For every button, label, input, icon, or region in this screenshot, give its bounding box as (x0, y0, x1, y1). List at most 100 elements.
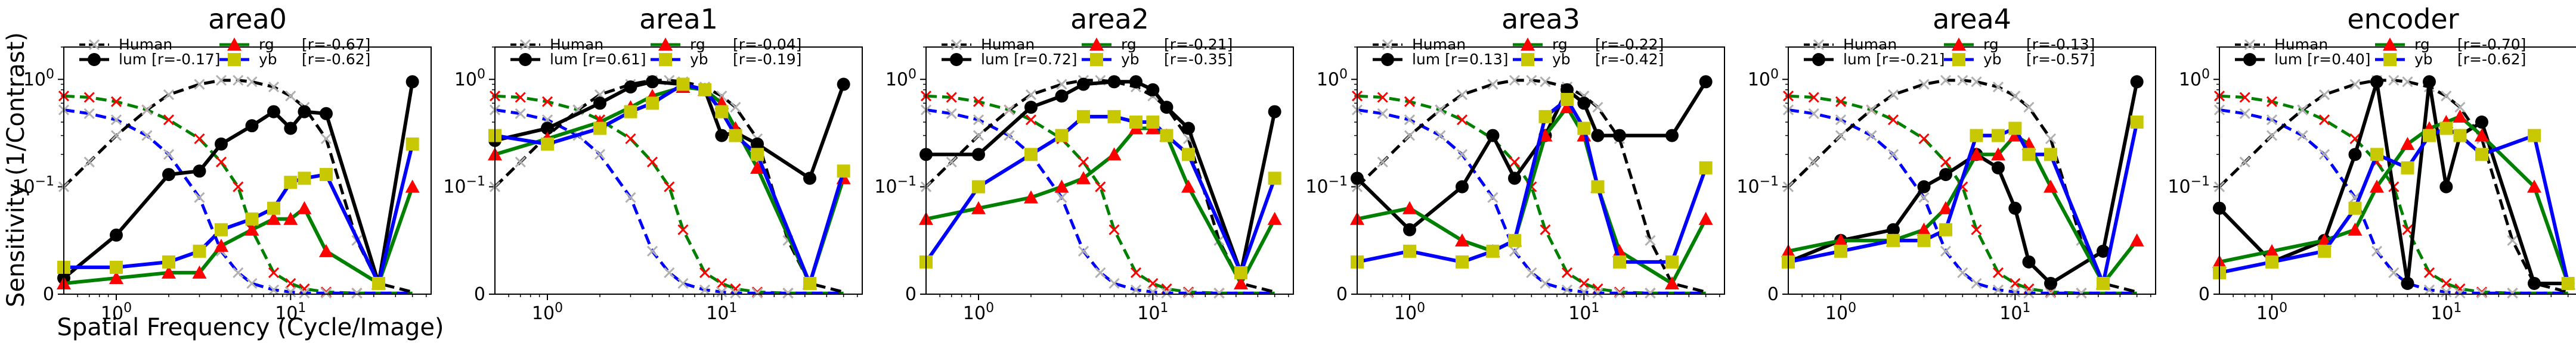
human-yb-marker-area0-8 (246, 277, 258, 289)
human-rg-marker-encoder-8-stroke-b (2402, 224, 2413, 235)
legend-rg-label-area3: rg (1552, 36, 1568, 53)
human-yb-curve-area0 (64, 108, 413, 294)
human-rg-marker-area0-1 (83, 92, 95, 103)
rg-marker-area0-2 (162, 265, 176, 279)
legend-lum-label-area4: lum [r=-0.21] (1843, 51, 1945, 68)
lum-marker-area3-8 (1591, 129, 1605, 142)
rg-marker-area0-9 (319, 244, 333, 257)
ytick-label-area4-0.1: 10−1 (1736, 174, 1779, 198)
human-yb-marker-area4-8-stroke-b (1971, 277, 1982, 289)
ytick-label-area2-0.1: 10−1 (874, 174, 917, 198)
lum-marker-area1-4 (646, 75, 659, 89)
human-rg-marker-area0-2-stroke-b (110, 96, 122, 107)
human-rg-marker-area2-10-stroke-b (1147, 277, 1159, 289)
human-rg-marker-area1-5-stroke-b (625, 133, 636, 145)
lum-marker-area1-3 (624, 80, 637, 94)
human-rg-marker-area4-2-stroke-b (1835, 96, 1847, 107)
legend-rg-marker-area3 (1521, 38, 1535, 51)
rg-marker-area0-8 (297, 201, 312, 214)
legend-lum-marker-area3 (1381, 53, 1394, 66)
human-yb-marker-area1-13 (782, 288, 794, 299)
human-lum-marker-area4-10 (2010, 91, 2021, 102)
human-yb-marker-area0-2-stroke-b (110, 114, 122, 126)
human-rg-marker-area4-4 (1887, 114, 1899, 126)
legend-yb-marker-area1 (659, 53, 672, 66)
legend-rg-r-area1: [r=-0.04] (733, 36, 801, 53)
human-lum-marker-area0-9 (268, 81, 280, 93)
human-rg-marker-encoder-9-stroke-b (2423, 267, 2435, 278)
human-yb-marker-area4-8 (1971, 277, 1982, 289)
human-rg-marker-area3-1-stroke-b (1377, 92, 1388, 103)
human-lum-marker-area3-6-stroke-b (1509, 74, 1521, 86)
human-yb-curve-area3 (1357, 108, 1706, 294)
human-rg-marker-encoder-10 (2441, 277, 2452, 289)
human-rg-marker-area0-7-stroke-b (233, 181, 244, 192)
human-lum-marker-area4-3-stroke-b (1866, 104, 1877, 116)
legend-lum-marker-area0 (88, 53, 101, 66)
human-rg-marker-area0-6 (215, 157, 227, 168)
legend-yb-marker-area3 (1521, 53, 1534, 66)
human-rg-marker-area4-5-stroke-b (1918, 133, 1930, 145)
human-yb-marker-encoder-3-stroke-b (2297, 130, 2308, 141)
human-lum-marker-area0-12-stroke-b (320, 133, 332, 145)
human-yb-marker-encoder-12 (2476, 288, 2488, 299)
legend-human-marker-area2 (950, 39, 962, 51)
rg-marker-area0-3 (192, 265, 207, 279)
legend-yb-marker-encoder (2383, 53, 2397, 66)
human-lum-marker-area3-6 (1509, 74, 1521, 86)
human-lum-marker-area0-5-stroke-b (194, 79, 205, 90)
human-yb-marker-area4-13-stroke-b (2076, 288, 2087, 299)
yb-marker-encoder-10 (2528, 129, 2541, 142)
human-yb-marker-area4-7 (1957, 267, 1968, 278)
ytick-label-area0-0: 0 (43, 284, 54, 305)
human-rg-marker-area1-9-stroke-b (699, 267, 711, 278)
lum-marker-area1-1 (541, 121, 554, 135)
rg-marker-area2-11 (1267, 211, 1282, 225)
legend-human-marker-encoder-stroke-b (2244, 39, 2256, 51)
rg-marker-encoder-10 (2527, 179, 2541, 193)
legend-rg-marker-area2 (1089, 38, 1104, 51)
human-rg-marker-encoder-9 (2423, 267, 2435, 278)
xtick-label-area0-10: 101 (275, 301, 306, 324)
human-lum-curve-area0 (64, 79, 413, 294)
human-yb-marker-area2-13-stroke-b (1213, 288, 1225, 299)
lum-marker-encoder-4 (2370, 75, 2383, 89)
human-lum-marker-area0-10-stroke-b (285, 91, 296, 102)
legend-human-label-area4: Human (1843, 36, 1897, 53)
xtick-label-encoder-1: 100 (2256, 301, 2287, 324)
human-lum-marker-area4-8-stroke-b (1971, 76, 1982, 88)
human-yb-marker-area4-9 (1992, 284, 2004, 295)
yb-marker-encoder-9 (2475, 148, 2488, 161)
human-rg-marker-area3-8-stroke-b (1540, 224, 1551, 235)
human-yb-marker-area2-11 (1161, 288, 1172, 299)
human-lum-marker-area0-3 (141, 104, 153, 116)
human-lum-marker-area1-1 (515, 157, 526, 168)
human-lum-marker-encoder-4 (2318, 89, 2330, 101)
legend-human-label-area3: Human (1412, 36, 1466, 53)
lum-marker-area4-7 (2008, 201, 2022, 215)
yb-marker-area2-6 (1129, 116, 1143, 129)
human-yb-marker-area3-11-stroke-b (1592, 288, 1603, 299)
rg-marker-area0-5 (244, 222, 259, 236)
human-lum-marker-area3-13-stroke-b (1645, 235, 1656, 246)
human-yb-marker-area0-8-stroke-b (246, 277, 258, 289)
xtick-label-area2-1: 100 (963, 301, 994, 324)
yb-marker-area0-10 (372, 276, 385, 290)
human-rg-marker-area2-7-stroke-b (1095, 181, 1106, 192)
human-lum-marker-area1-11 (730, 102, 741, 113)
human-yb-marker-area4-1-stroke-b (1808, 108, 1819, 119)
yb-marker-area1-10 (803, 276, 816, 290)
human-rg-marker-area4-9-stroke-b (1992, 267, 2004, 278)
rg-marker-encoder-3 (2348, 222, 2363, 236)
yb-marker-encoder-5 (2401, 161, 2414, 174)
legend-rg-label-area1: rg (690, 36, 705, 53)
lum-marker-area4-10 (2097, 244, 2110, 258)
yb-marker-area0-6 (267, 201, 280, 215)
yb-marker-area3-2 (1456, 255, 1469, 269)
ytick-label-area3-1: 100 (1317, 67, 1348, 90)
yb-marker-area1-6 (698, 83, 711, 96)
human-rg-marker-encoder-4 (2318, 114, 2330, 126)
legend-yb-label-area1: yb (690, 51, 708, 68)
human-lum-marker-area1-3-stroke-b (572, 104, 584, 116)
yb-marker-area0-3 (193, 244, 206, 258)
